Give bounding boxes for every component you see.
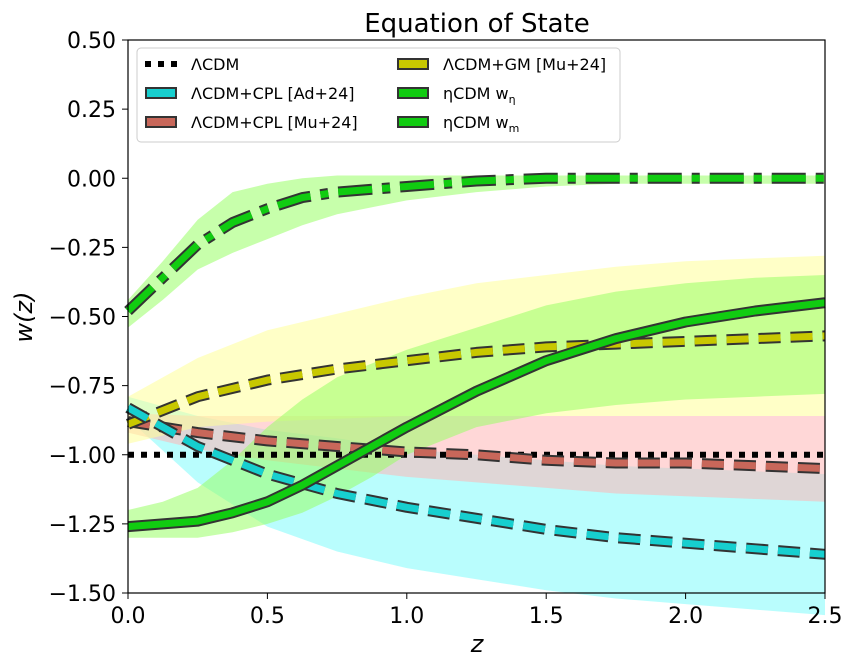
cpl-ad24-line [125,402,826,560]
legend-entry-eta-w-m: ηCDM wm [397,113,519,135]
legend-label: ΛCDM [191,55,239,74]
x-tick-label: 1.0 [389,604,424,629]
y-axis-ticks: −1.50 −1.25 −1.00 −0.75 −0.50 −0.25 0.00 0.25 0.… [49,29,128,607]
y-tick-label: −0.25 [49,236,116,261]
y-tick-label: −1.00 [49,444,116,469]
eta-w-m-band [128,175,825,328]
series-lines [124,172,826,560]
y-tick-label: 0.00 [67,167,116,192]
x-tick-label: 0.5 [250,604,285,629]
y-tick-label: 0.25 [67,98,116,123]
legend-label: ΛCDM+CPL [Ad+24] [191,84,355,103]
x-tick-label: 2.0 [668,604,703,629]
y-tick-label: −1.50 [49,582,116,607]
legend: ΛCDM ΛCDM+CPL [Ad+24] ΛCDM+CPL [Mu+24] ΛCDM… [136,47,621,143]
legend-label: ηCDM wη [443,84,516,106]
x-tick-label: 0.0 [111,604,146,629]
x-axis-label: z [470,630,485,658]
legend-label: ΛCDM+CPL [Mu+24] [191,113,358,132]
legend-entry-cpl-ad24: ΛCDM+CPL [Ad+24] [145,84,355,103]
y-tick-label: −0.50 [49,306,116,331]
legend-label: ηCDM wm [443,113,519,135]
y-tick-label: 0.50 [67,29,116,54]
x-axis-ticks: 0.0 0.5 1.0 1.5 2.0 2.5 [111,593,843,629]
y-axis-label: w(z) [10,292,38,343]
legend-label: ΛCDM+GM [Mu+24] [443,55,606,74]
cpl-mu24-line [127,416,826,475]
y-tick-label: −1.25 [49,513,116,538]
chart-title: Equation of State [364,9,590,39]
legend-entry-eta-w-eta: ηCDM wη [397,84,516,106]
legend-entry-cpl-mu24: ΛCDM+CPL [Mu+24] [145,113,358,132]
eta-w-m-line [124,172,825,315]
x-tick-label: 2.5 [808,604,843,629]
gm-mu24-line [125,330,826,430]
legend-entry-gm-mu24: ΛCDM+GM [Mu+24] [397,55,606,74]
eta-w-eta-line [127,297,826,533]
x-tick-label: 1.5 [529,604,564,629]
legend-entry-lcdm: ΛCDM [145,55,239,74]
y-tick-label: −0.75 [49,375,116,400]
legend-box [136,47,621,143]
